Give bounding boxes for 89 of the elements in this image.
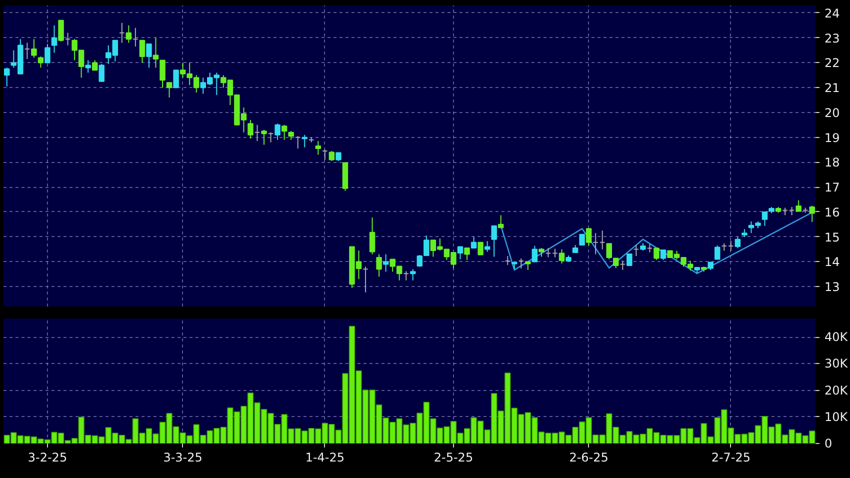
candlestick bbox=[470, 236, 477, 249]
y-tick-label: 13 bbox=[824, 280, 840, 294]
y-tick-label: 18 bbox=[824, 156, 840, 170]
y-tick-label: 30K bbox=[824, 356, 849, 371]
candlestick bbox=[498, 214, 504, 228]
candlestick bbox=[558, 248, 565, 264]
y-tick-label: 20 bbox=[824, 106, 840, 120]
candlestick bbox=[586, 228, 592, 246]
x-tick-label: 1-4-25 bbox=[305, 450, 345, 464]
y-tick-label: 14 bbox=[824, 255, 840, 270]
y-tick-label: 40K bbox=[824, 330, 849, 344]
candlestick bbox=[545, 248, 552, 258]
candlestick bbox=[362, 266, 368, 293]
candlestick bbox=[654, 248, 660, 260]
candlestick bbox=[254, 124, 260, 142]
y-tick-label: 22 bbox=[824, 56, 840, 70]
candlestick bbox=[660, 250, 666, 260]
candlestick bbox=[126, 24, 132, 44]
candlestick bbox=[376, 254, 382, 278]
candlestick bbox=[119, 22, 125, 44]
y-tick-label: 20K bbox=[824, 383, 849, 398]
candlestick bbox=[403, 270, 409, 281]
candlestick bbox=[410, 268, 416, 281]
candlestick bbox=[382, 254, 389, 272]
candlestick bbox=[796, 200, 802, 212]
candlestick bbox=[484, 240, 490, 252]
candlestick bbox=[132, 27, 138, 48]
candlestick bbox=[139, 40, 146, 64]
candlestick bbox=[268, 132, 274, 143]
candlestick bbox=[809, 205, 815, 222]
candlestick bbox=[478, 242, 484, 256]
y-tick-label: 19 bbox=[824, 130, 840, 145]
y-tick-label: 24 bbox=[824, 6, 840, 20]
candlestick bbox=[322, 149, 328, 160]
y-tick-label: 23 bbox=[824, 31, 840, 46]
candlestick bbox=[491, 225, 497, 258]
candlestick bbox=[599, 230, 606, 250]
candlestick bbox=[31, 38, 37, 58]
x-tick-label: 3-2-25 bbox=[28, 450, 68, 464]
candlestick bbox=[762, 211, 768, 226]
candlestick bbox=[518, 258, 524, 269]
candlestick bbox=[294, 136, 301, 150]
candlestick bbox=[261, 129, 267, 146]
candlestick bbox=[166, 82, 172, 98]
candlestick bbox=[606, 243, 612, 260]
candlestick bbox=[160, 60, 166, 88]
y-tick-label: 0 bbox=[824, 436, 832, 450]
candlestick bbox=[98, 63, 104, 82]
candlestick bbox=[613, 258, 619, 269]
candlestick bbox=[734, 236, 741, 249]
candlestick bbox=[173, 70, 179, 88]
candlestick bbox=[328, 150, 335, 162]
candlestick bbox=[248, 119, 254, 140]
candlestick bbox=[592, 232, 598, 255]
candlestick bbox=[646, 244, 653, 253]
candlestick bbox=[38, 56, 44, 68]
y-tick-label: 10K bbox=[824, 410, 849, 424]
candlestick bbox=[633, 244, 640, 256]
candlestick bbox=[85, 60, 91, 74]
candlestick bbox=[457, 246, 464, 260]
candlestick bbox=[369, 216, 376, 255]
candlestick bbox=[44, 44, 50, 64]
candlestick bbox=[281, 124, 288, 140]
candlestick bbox=[620, 260, 626, 270]
x-tick-label: 2-7-25 bbox=[711, 450, 751, 464]
y-tick-label: 21 bbox=[824, 81, 840, 96]
candlestick bbox=[626, 254, 632, 266]
candlestick bbox=[532, 245, 538, 262]
x-tick-label: 3-3-25 bbox=[163, 450, 202, 464]
candlestick bbox=[146, 44, 152, 68]
candlestick bbox=[58, 20, 64, 42]
candlestick bbox=[302, 134, 308, 148]
candlestick bbox=[24, 42, 30, 60]
x-tick-label: 2-6-25 bbox=[569, 450, 608, 464]
candlestick bbox=[4, 67, 10, 87]
y-tick-label: 15 bbox=[824, 230, 840, 244]
candlestick bbox=[315, 140, 322, 156]
candlestick bbox=[51, 24, 58, 54]
candlestick bbox=[92, 60, 98, 71]
candlestick bbox=[728, 240, 734, 252]
candlestick bbox=[152, 37, 159, 68]
candlestick bbox=[464, 248, 470, 260]
y-tick-label: 16 bbox=[824, 205, 840, 220]
candlestick bbox=[274, 123, 280, 140]
x-tick-label: 2-5-25 bbox=[434, 450, 474, 464]
candlestick bbox=[64, 32, 71, 46]
candlestick bbox=[714, 245, 720, 260]
candlestick bbox=[579, 234, 585, 246]
y-tick-label: 17 bbox=[824, 180, 840, 195]
